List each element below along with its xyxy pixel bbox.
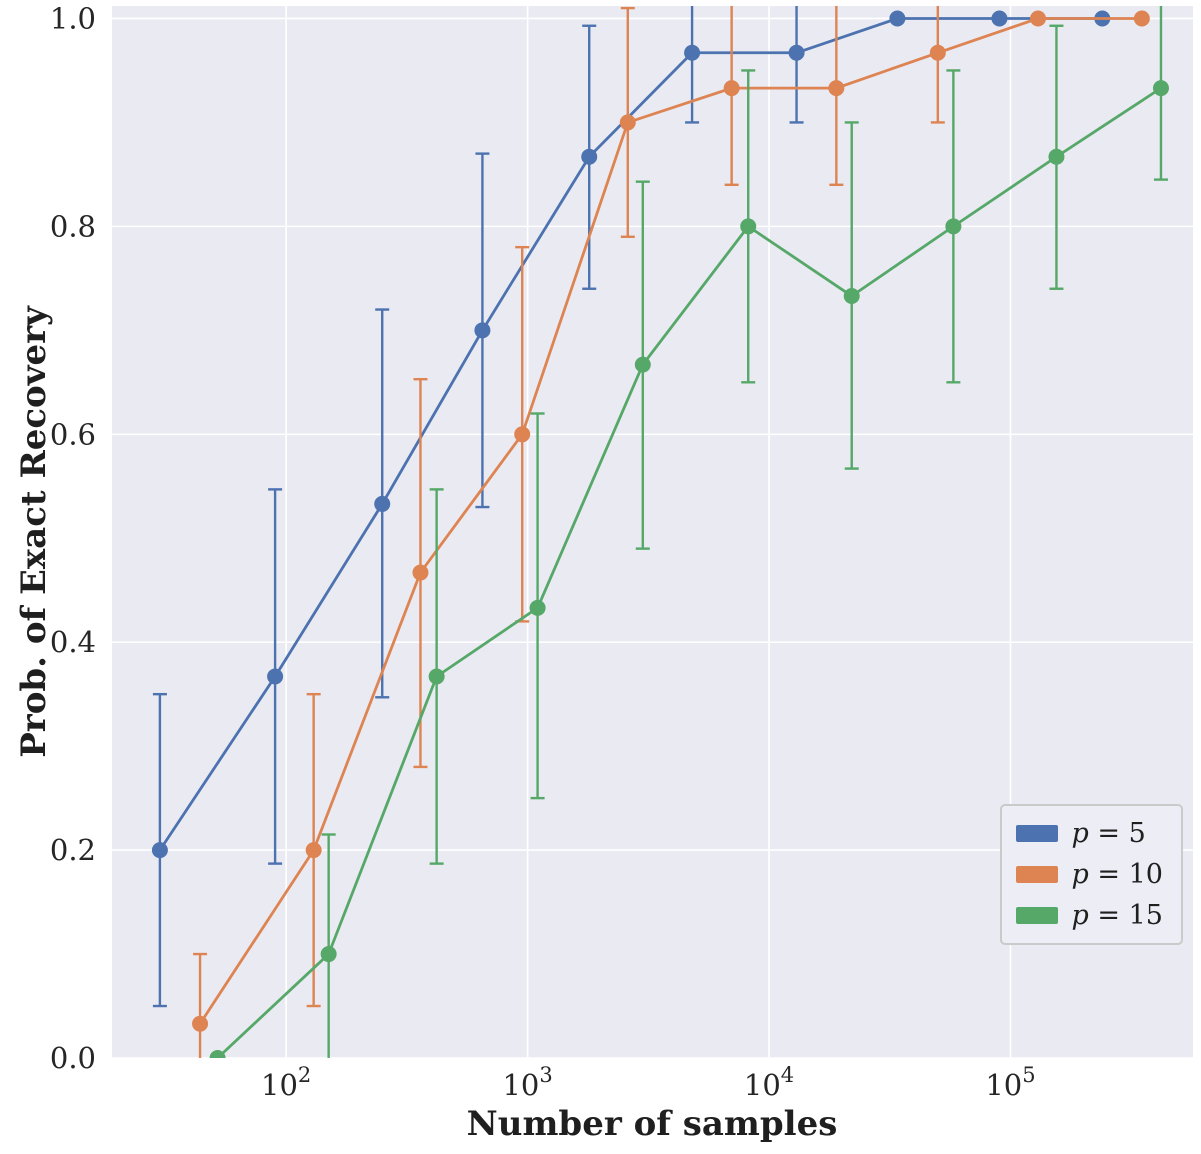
- data-point: [305, 842, 322, 859]
- data-point: [209, 1050, 226, 1058]
- data-point: [723, 80, 740, 97]
- data-point: [991, 10, 1008, 27]
- data-point: [581, 148, 598, 165]
- data-point: [1048, 148, 1065, 165]
- x-tick-label: 102: [261, 1063, 311, 1102]
- data-point: [1152, 80, 1169, 97]
- legend-entry: p = 15: [1015, 900, 1163, 931]
- data-point: [428, 668, 445, 685]
- data-point: [1133, 10, 1150, 27]
- data-point: [684, 44, 701, 61]
- series-p10: [192, 6, 1150, 1058]
- y-tick-label: 1.0: [50, 1, 96, 35]
- data-point: [151, 842, 168, 859]
- series-p5: [151, 6, 1111, 1008]
- legend-swatch: [1015, 866, 1058, 883]
- data-point: [267, 668, 284, 685]
- data-point: [619, 114, 636, 131]
- data-point: [929, 44, 946, 61]
- series-line: [216, 86, 1163, 1058]
- data-point: [320, 946, 337, 963]
- legend-entry: p = 10: [1015, 859, 1163, 890]
- data-point: [412, 564, 429, 581]
- legend-swatch: [1015, 825, 1058, 842]
- series-line: [158, 17, 1104, 852]
- series-line: [198, 17, 1144, 1026]
- data-point: [474, 322, 491, 339]
- legend-label: p = 15: [1071, 900, 1163, 931]
- data-point: [843, 288, 860, 305]
- y-tick-label: 0.2: [50, 833, 96, 867]
- data-point: [514, 426, 531, 443]
- legend-label: p = 10: [1071, 859, 1163, 890]
- data-point: [192, 1015, 209, 1032]
- data-point: [374, 495, 391, 512]
- x-tick-label: 103: [502, 1063, 552, 1102]
- y-tick-label: 0.4: [50, 625, 96, 659]
- y-tick-label: 0.0: [50, 1041, 96, 1075]
- legend-label: p = 5: [1071, 818, 1146, 849]
- data-point: [828, 80, 845, 97]
- data-point: [529, 599, 546, 616]
- legend: p = 5 p = 10 p = 15: [999, 804, 1183, 945]
- y-tick-label: 0.8: [50, 209, 96, 243]
- legend-entry: p = 5: [1015, 818, 1163, 849]
- series-p15: [209, 6, 1169, 1058]
- data-point: [740, 218, 757, 235]
- x-tick-label: 105: [985, 1063, 1035, 1102]
- data-point: [788, 44, 805, 61]
- data-point: [1030, 10, 1047, 27]
- x-axis-label: Number of samples: [466, 1104, 838, 1144]
- y-tick-label: 0.6: [50, 417, 96, 451]
- data-point: [945, 218, 962, 235]
- data-point: [634, 356, 651, 373]
- data-point: [889, 10, 906, 27]
- y-axis-label: Prob. of Exact Recovery: [14, 306, 54, 758]
- x-tick-label: 104: [744, 1063, 794, 1102]
- legend-swatch: [1015, 907, 1058, 924]
